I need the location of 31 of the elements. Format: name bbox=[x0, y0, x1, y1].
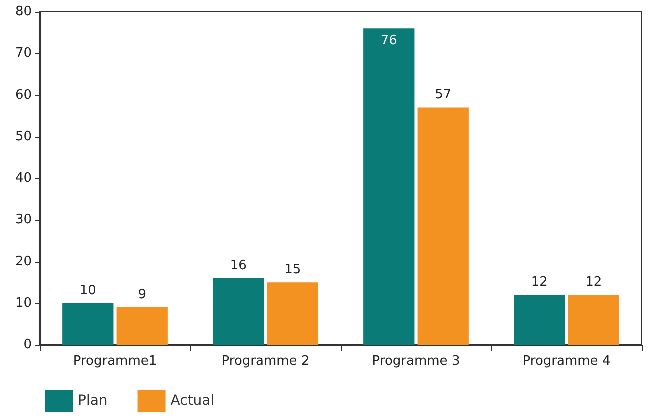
y-tick-label: 50 bbox=[15, 129, 32, 144]
data-label: 57 bbox=[435, 88, 452, 103]
data-label: 12 bbox=[531, 275, 548, 290]
data-label: 9 bbox=[138, 288, 146, 303]
x-tick-label: Programme1 bbox=[73, 354, 158, 369]
y-tick-label: 60 bbox=[15, 88, 32, 103]
y-tick-label: 10 bbox=[15, 296, 32, 311]
y-tick-label: 0 bbox=[24, 338, 32, 352]
x-tick-label: Programme 3 bbox=[372, 354, 460, 369]
bar bbox=[213, 278, 264, 345]
data-label: 12 bbox=[586, 275, 602, 290]
data-label: 76 bbox=[380, 34, 398, 49]
bar bbox=[62, 303, 114, 345]
y-tick-label: 20 bbox=[15, 254, 32, 270]
y-tick-label: 70 bbox=[15, 46, 32, 62]
x-tick-label: Programme 2 bbox=[222, 354, 310, 369]
data-label: 16 bbox=[230, 258, 247, 274]
y-tick-label: 30 bbox=[15, 212, 32, 228]
bar bbox=[116, 308, 168, 345]
bar bbox=[267, 282, 318, 345]
x-tick-label: Programme 4 bbox=[522, 354, 611, 369]
legend-label: Plan bbox=[78, 393, 108, 409]
bar bbox=[568, 295, 620, 345]
legend-label: Actual bbox=[170, 393, 215, 409]
y-tick-label: 80 bbox=[15, 4, 32, 20]
data-label: 15 bbox=[284, 262, 302, 278]
bar bbox=[364, 28, 415, 345]
y-tick-label: 40 bbox=[15, 171, 32, 186]
bar bbox=[514, 295, 566, 345]
data-label: 10 bbox=[80, 283, 96, 298]
bar bbox=[418, 108, 469, 345]
